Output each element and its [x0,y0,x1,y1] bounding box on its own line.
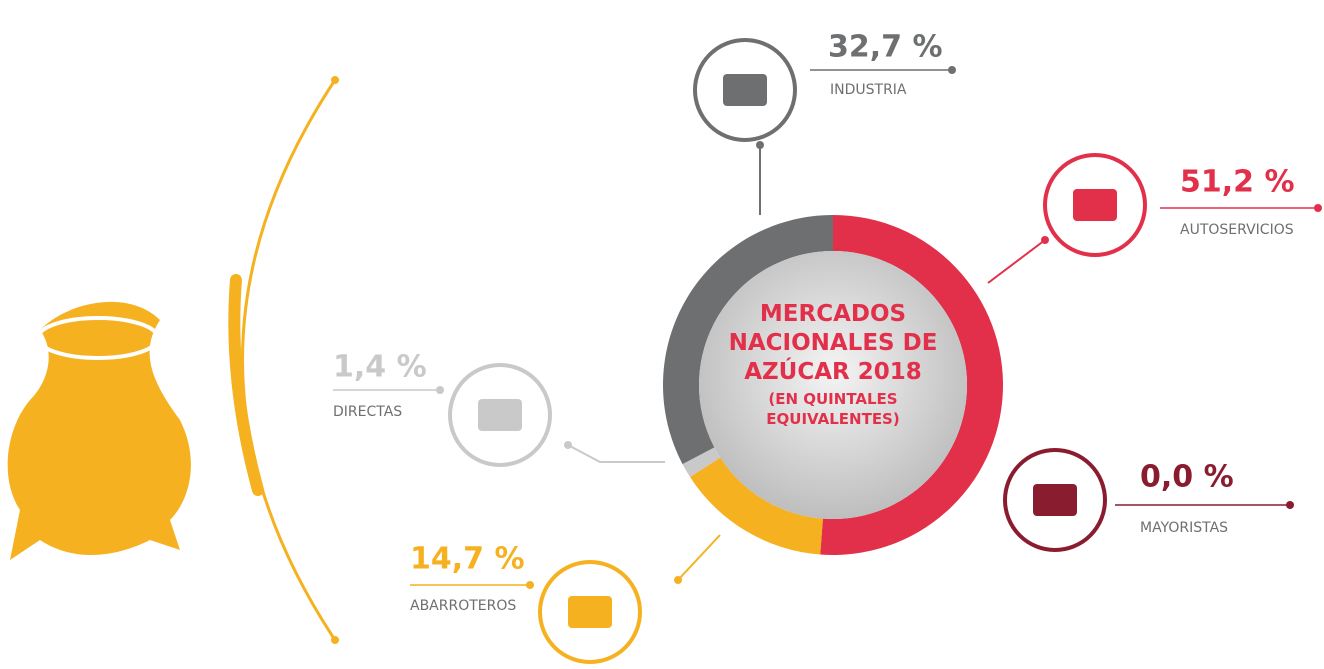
dot [526,581,534,589]
connector [567,444,665,463]
labels: 51,2 % AUTOSERVICIOS 0,0 % MAYORISTAS 14,7 %… [333,30,1322,664]
dot [1314,204,1322,212]
arc-decoration [241,79,337,641]
category-label: ABARROTEROS [410,598,516,614]
donut-segment [682,447,721,477]
connector [987,239,1046,284]
dot [436,386,444,394]
donut-segment [690,457,823,555]
icon [568,596,612,628]
value-label: 32,7 % [828,30,943,65]
dot [756,141,764,149]
donut-segment [662,215,833,465]
category-label: INDUSTRIA [830,82,907,98]
dot [948,66,956,74]
icon [1033,484,1077,516]
donut [662,215,1003,555]
value-label: 1,4 % [333,350,427,385]
value-label: 0,0 % [1140,460,1234,495]
category-label: AUTOSERVICIOS [1180,222,1294,238]
center-label: MERCADOS NACIONALES DE AZÚCAR 2018 (EN Q… [713,300,953,429]
chart-subtitle: (EN QUINTALES EQUIVALENTES) [766,390,900,428]
value-label: 14,7 % [410,542,525,577]
dot [331,636,339,644]
donut-center [699,251,967,519]
arc-decoration [228,274,264,496]
connector [677,534,721,581]
donut-segment [820,215,1003,555]
dot [564,441,572,449]
dot [674,576,682,584]
icon [723,74,767,106]
value-label: 51,2 % [1180,165,1295,200]
dot [1286,501,1294,509]
category-label: MAYORISTAS [1140,520,1228,536]
dot [1041,236,1049,244]
icon [1073,189,1117,221]
sack [7,301,191,560]
category-label: DIRECTAS [333,404,402,420]
chart-title: MERCADOS NACIONALES DE AZÚCAR 2018 [728,301,938,385]
icon [478,399,522,431]
dot [331,76,339,84]
